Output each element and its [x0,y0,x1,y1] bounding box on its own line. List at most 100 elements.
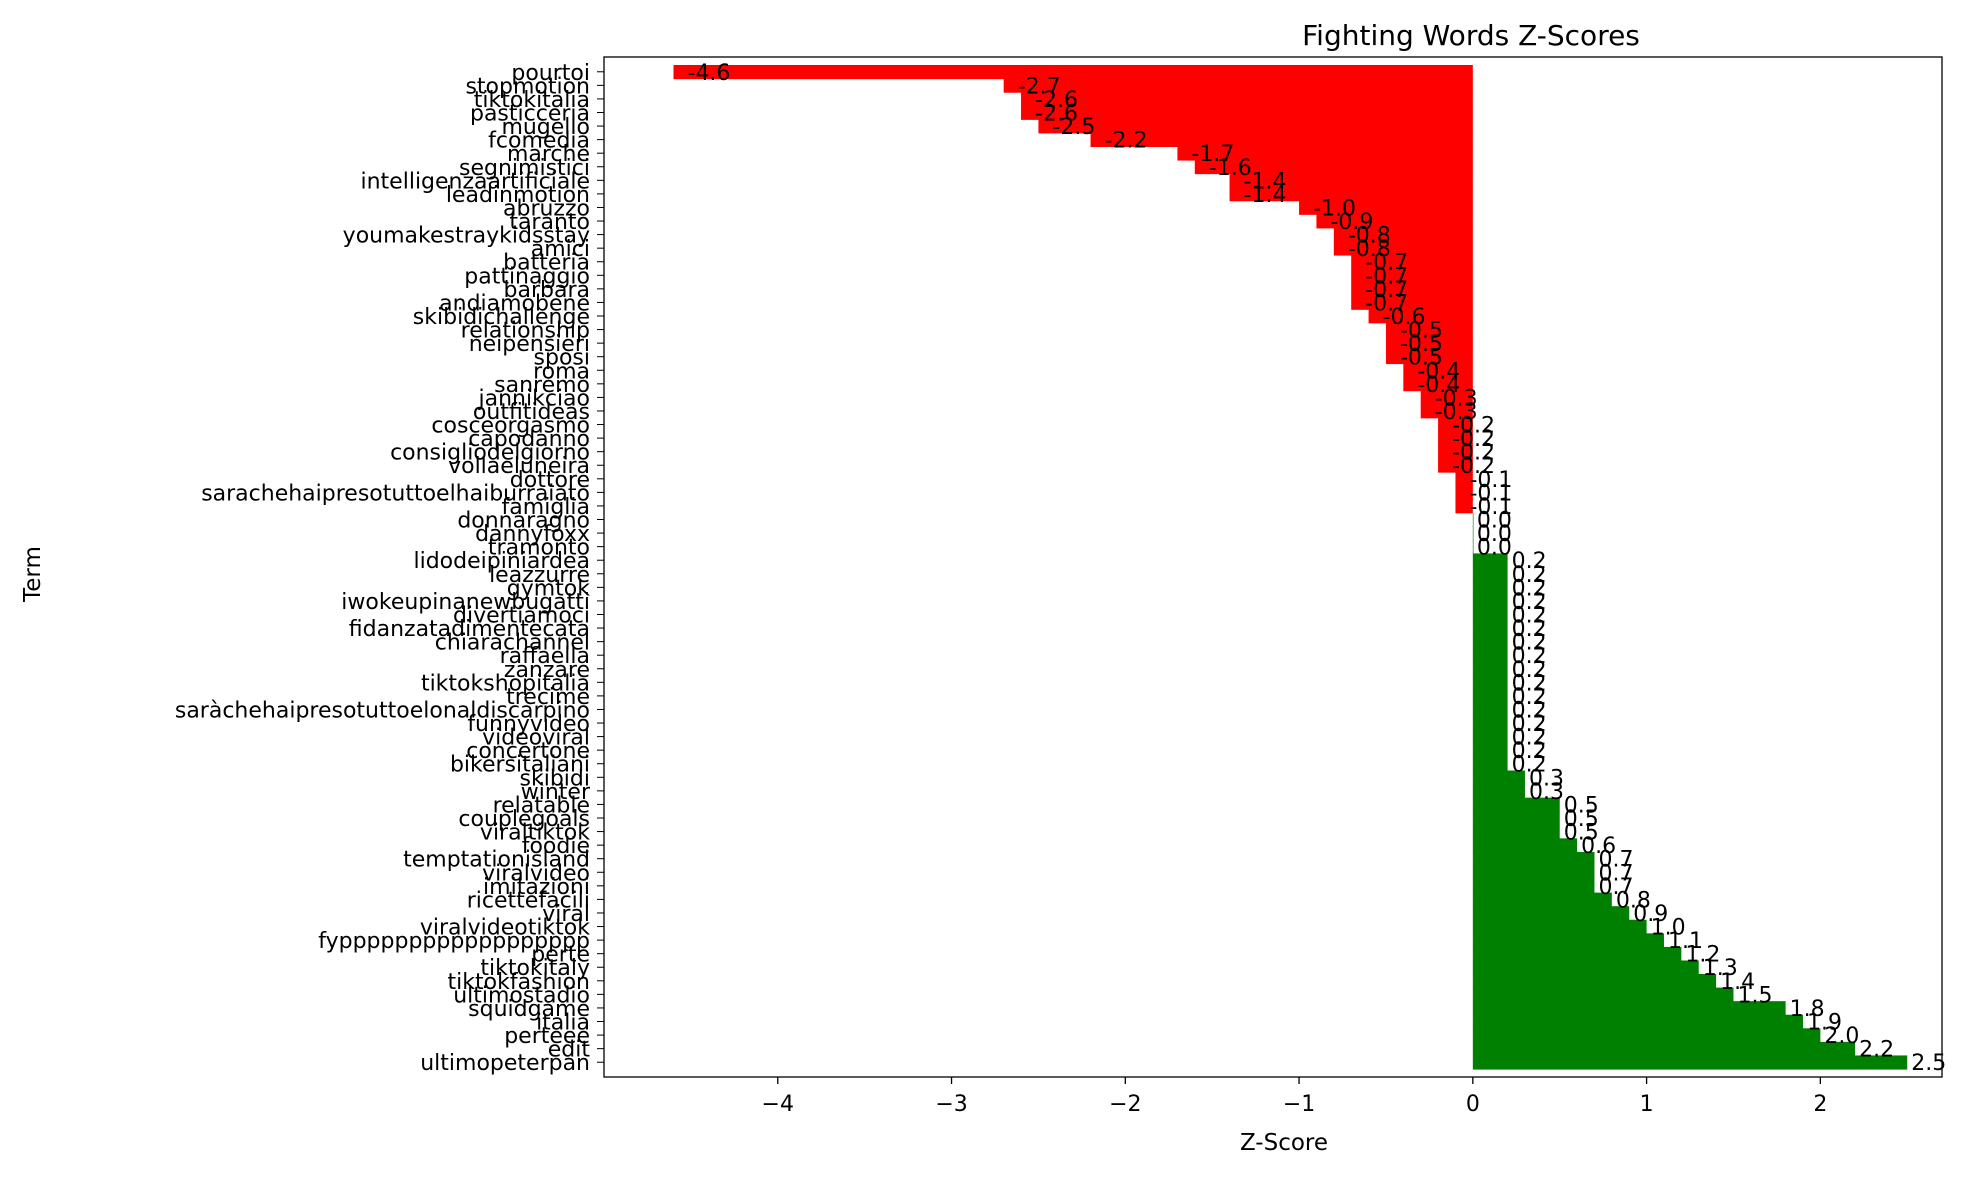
bar [1472,512,1474,527]
bar-value-label: -0.4 [1417,359,1460,384]
bar [1472,906,1630,921]
bar [1472,797,1560,812]
y-tick-label: squidgame [468,997,590,1022]
y-tick-label: andiamobene [439,291,590,316]
bar [1385,336,1473,351]
bar [1472,634,1508,650]
bar-value-label: 2.0 [1824,1024,1859,1049]
y-tick-label: donnaragno [457,509,590,534]
y-tick-label: taranto [509,210,590,235]
bar-value-label: 0.5 [1564,821,1599,846]
bar [1472,675,1508,690]
bar-labels-layer: -4.6 -2.7-2.6-2.6-2.5 -2.2 -1.7-1.6-1.4-1.4… [688,61,1947,1076]
bar-value-label: -0.1 [1469,468,1512,493]
bar [1438,417,1473,432]
bar [1472,594,1508,609]
y-tick-label: fcomedia [488,129,590,154]
bar [1472,811,1560,826]
y-tick-label: tiktokitalia [474,88,590,113]
y-tick-label: outfitideas [473,400,590,425]
y-tick-label: dannyfoxx [475,522,590,547]
bar [1003,78,1473,93]
y-tick-label: imitazioni [483,875,590,900]
y-tick-label: sanremo [494,373,590,398]
bar-value-label: -0.5 [1400,346,1443,371]
y-tick-label: skibidichallenge [413,305,590,330]
y-tick-label: temptationisland [403,848,590,873]
x-axis-label: Z-Score [1240,1130,1328,1156]
bar-value-label: 0.9 [1633,902,1668,927]
y-tick-label: youmakestraykidsstay [343,224,590,249]
bar-value-label: 1.2 [1685,943,1720,968]
bar [1229,187,1473,202]
bar [1472,553,1508,568]
bar [1368,309,1473,324]
bar-value-label: 0.2 [1512,563,1547,588]
bar [1472,756,1508,772]
y-tick-label: amici [531,237,590,262]
bar [1299,200,1473,215]
bar-value-label: 0.2 [1512,726,1547,751]
y-tick-label: iwokeupinanewbugatti [341,590,590,615]
y-tick-label: videoviral [482,726,590,751]
bar [1472,743,1508,758]
bar [1351,254,1473,270]
bar-value-label: -0.1 [1469,481,1512,506]
bar-value-label: 0.2 [1512,644,1547,669]
bar [1472,607,1508,622]
y-tick-label: tiktokitaly [480,956,590,981]
bar [1472,865,1595,880]
bar-value-label: 0.7 [1598,861,1633,886]
y-tick-label: raffaella [500,644,590,669]
bar [1472,1055,1908,1070]
y-tick-label: tiktokfashion [448,970,590,995]
bar [1472,933,1664,948]
bar-value-label: -0.5 [1400,332,1443,357]
y-tick-label: ricettefacili [467,888,590,913]
bar-value-label: 0.0 [1477,522,1512,547]
y-tick-label: saràchehaipresotuttoelonaldiscarpino [175,698,590,723]
y-tick-label: pattinaggio [464,264,590,289]
bar-value-label: -2.6 [1035,101,1078,126]
plot-frame [603,56,1943,1078]
bar [1472,1041,1856,1057]
bar-value-label: 0.6 [1581,834,1616,859]
bar [1385,349,1473,365]
bar-value-label: 0.5 [1564,793,1599,818]
bar-value-label: 0.2 [1512,658,1547,683]
bar [1472,716,1508,731]
bar [1333,227,1473,242]
bar [1472,1014,1803,1029]
bar-value-label: 0.0 [1477,536,1512,561]
y-tick-label: mugello [501,115,590,140]
x-tick-label: −1 [1283,1092,1315,1117]
y-tick-label: leadinmotion [446,183,590,208]
bar [1038,119,1473,134]
y-tick-label: bikersitaliani [450,753,590,778]
bar-value-label: 0.8 [1616,888,1651,913]
bar-value-label: 1.1 [1668,929,1703,954]
bar-value-label: 0.5 [1564,807,1599,832]
bar [1021,92,1473,107]
y-tick-label: fidanzatadimentecata [349,617,590,642]
bar [1472,729,1508,744]
bar [1472,1001,1786,1016]
bar-value-label: -0.8 [1348,237,1391,262]
y-tick-label: batteria [503,251,590,276]
bar [1455,485,1473,500]
y-tick-label: stopmotion [465,74,590,99]
bar-value-label: 0.2 [1512,549,1547,574]
bar-value-label: 0.2 [1512,712,1547,737]
bar [1472,770,1525,785]
y-tick-label: sarachehaipresotuttoelhaiburraiato [201,481,590,506]
y-tick-label: viralvideo [482,861,590,886]
bar [1472,567,1508,582]
bar-value-label: 1.3 [1703,956,1738,981]
y-tick-label: winter [521,780,591,805]
bar-value-label: 0.2 [1512,631,1547,656]
y-tick-label: tramonto [488,536,590,561]
bar [1472,539,1474,555]
chart-title: Fighting Words Z-Scores [1302,19,1640,52]
y-tick-label: intelligenzaartificiale [361,169,591,194]
y-tick-label: relationship [461,319,590,344]
